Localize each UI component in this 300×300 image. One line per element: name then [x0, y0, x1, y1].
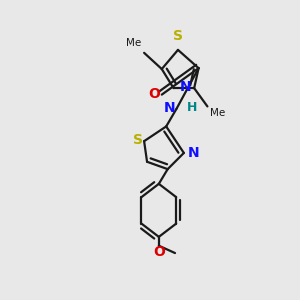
Text: N: N	[188, 146, 200, 160]
Text: H: H	[187, 101, 197, 114]
Text: Me: Me	[126, 38, 141, 48]
Text: N: N	[180, 80, 192, 94]
Text: O: O	[153, 245, 165, 259]
Text: Me: Me	[210, 108, 226, 118]
Text: S: S	[173, 29, 183, 44]
Text: S: S	[133, 133, 142, 147]
Text: N: N	[164, 101, 176, 115]
Text: O: O	[148, 87, 160, 101]
